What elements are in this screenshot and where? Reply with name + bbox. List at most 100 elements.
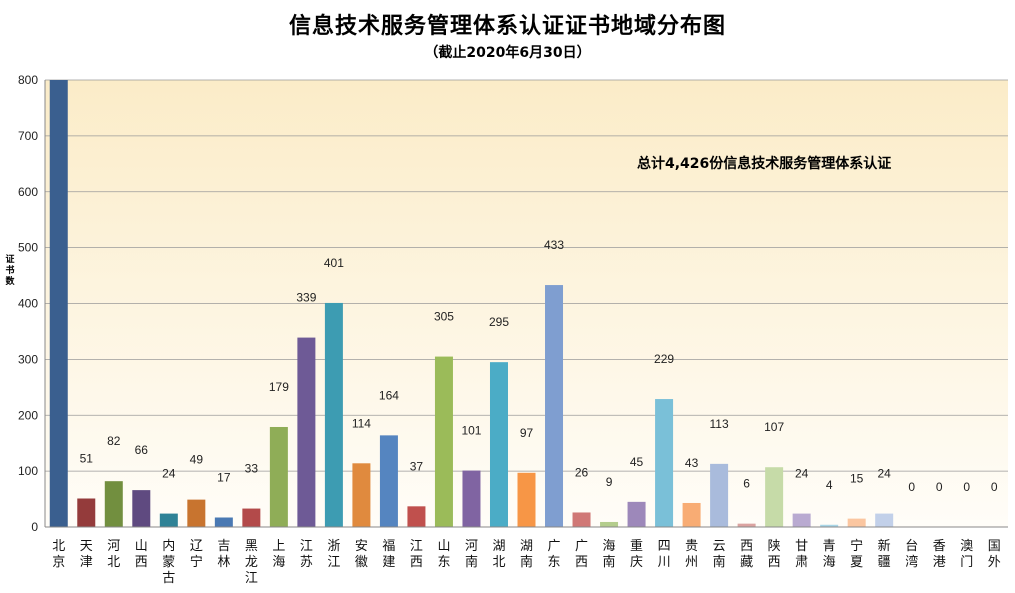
data-label: 43 [685, 456, 699, 470]
data-label: 179 [269, 380, 289, 394]
x-tick-label: 山东 [437, 539, 450, 570]
bars [49, 80, 894, 527]
data-label: 339 [296, 291, 316, 305]
bar-陕西 [765, 467, 784, 527]
x-tick-label: 福建 [382, 539, 395, 570]
bar-四川 [655, 399, 674, 527]
y-tick-label: 200 [18, 408, 38, 422]
x-tick-label: 河北 [107, 539, 120, 570]
x-tick-label: 四川 [658, 539, 671, 570]
y-axis-label: 证书数 [5, 255, 15, 287]
x-tick-label: 新疆 [878, 538, 891, 570]
bar-河南 [462, 470, 481, 527]
bar-青海 [820, 524, 839, 527]
x-tick-label: 上海 [272, 539, 285, 570]
bar-北京 [49, 80, 68, 527]
bar-广西 [572, 512, 591, 527]
bar-安徽 [352, 463, 371, 527]
bar-上海 [269, 426, 288, 527]
bar-重庆 [627, 501, 646, 527]
x-tick-label: 山西 [135, 539, 148, 570]
chart-title: 信息技术服务管理体系认证证书地域分布图 [288, 14, 726, 39]
bar-西藏 [737, 523, 756, 527]
gridlines [45, 79, 1008, 472]
data-label: 9 [606, 475, 613, 489]
x-tick-label: 贵州 [685, 539, 698, 570]
data-label: 26 [575, 465, 589, 479]
bar-湖北 [489, 362, 508, 527]
data-label: 24 [878, 467, 892, 481]
data-label: 33 [245, 462, 259, 476]
y-tick-label: 100 [18, 464, 38, 478]
y-tick-label: 0 [31, 520, 38, 534]
x-tick-label: 海南 [603, 539, 616, 570]
bar-黑龙江 [242, 508, 261, 527]
bar-吉林 [214, 517, 233, 527]
data-label: 0 [936, 480, 943, 494]
data-label: 15 [850, 472, 864, 486]
bar-广东 [545, 285, 564, 527]
data-label: 17 [217, 471, 231, 485]
y-tick-label: 700 [18, 129, 38, 143]
data-label: 37 [410, 459, 424, 473]
x-tick-label: 宁夏 [850, 538, 863, 570]
bar-山西 [132, 490, 151, 527]
bar-天津 [77, 498, 96, 527]
data-label: 82 [107, 434, 121, 448]
x-tick-label: 天津 [80, 539, 93, 570]
x-tick-label: 湖南 [520, 539, 533, 570]
bar-海南 [600, 521, 619, 527]
x-tick-label: 辽宁 [190, 539, 203, 570]
x-tick-label: 内蒙古 [162, 538, 175, 586]
x-tick-label: 西藏 [740, 539, 753, 570]
data-label: 24 [162, 467, 176, 481]
data-label: 97 [520, 426, 534, 440]
x-tick-label: 北京 [52, 539, 65, 570]
bar-云南 [710, 463, 729, 527]
data-label: 49 [190, 453, 204, 467]
data-label: 0 [908, 480, 915, 494]
bar-辽宁 [187, 499, 206, 527]
bar-河北 [104, 481, 123, 527]
y-tick-label: 800 [18, 73, 38, 87]
x-tick-label: 国外 [988, 539, 1001, 570]
data-label: 45 [630, 455, 644, 469]
x-tick-label: 甘肃 [795, 539, 808, 570]
x-tick-label: 湖北 [492, 539, 505, 570]
data-label: 6 [743, 477, 750, 491]
x-tick-label: 台湾 [905, 539, 918, 570]
x-tick-label: 安徽 [355, 539, 368, 570]
x-tick-label: 云南 [713, 539, 726, 570]
data-label: 0 [991, 480, 998, 494]
data-labels: 5182662449173317933940111416437305101295… [80, 238, 998, 494]
data-label: 4 [826, 478, 833, 492]
x-tick-label: 广东 [548, 539, 561, 570]
y-tick-label: 400 [18, 297, 38, 311]
bar-江西 [407, 506, 426, 527]
x-tick-label: 江苏 [300, 539, 313, 570]
data-label: 305 [434, 310, 454, 324]
x-tick-label: 吉林 [217, 539, 230, 570]
data-label: 101 [461, 424, 481, 438]
bar-江苏 [297, 337, 316, 527]
bar-新疆 [875, 513, 894, 527]
data-label: 113 [710, 417, 729, 431]
data-label: 51 [80, 452, 94, 466]
data-label: 229 [654, 352, 674, 366]
data-label: 295 [489, 315, 509, 329]
x-tick-label: 澳门 [960, 538, 973, 570]
x-tick-label: 广西 [575, 539, 588, 570]
x-tick-label: 重庆 [630, 538, 643, 570]
x-tick-label: 河南 [465, 539, 478, 570]
data-label: 24 [795, 467, 809, 481]
x-tick-label: 黑龙江 [245, 539, 258, 586]
bar-甘肃 [792, 513, 811, 527]
data-label: 0 [963, 480, 970, 494]
y-tick-label: 300 [18, 352, 38, 366]
data-label: 114 [352, 416, 371, 430]
y-axis-ticks: 0 100 200 300 400 500 600 700 800 [18, 73, 38, 534]
x-tick-label: 青海 [823, 539, 836, 570]
bar-浙江 [324, 302, 343, 527]
